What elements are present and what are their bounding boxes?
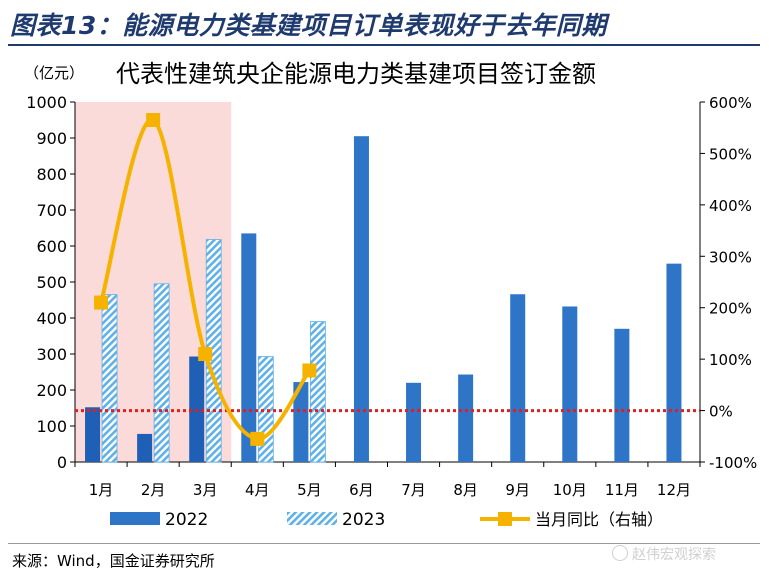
legend-swatch-2023 xyxy=(287,512,337,525)
x-tick-label: 4月 xyxy=(245,481,270,499)
yoy-marker xyxy=(302,363,317,378)
legend-label-2022: 2022 xyxy=(165,510,208,530)
y-tick-label: 700 xyxy=(36,201,67,220)
wechat-icon xyxy=(612,545,628,561)
bar-2022 xyxy=(353,136,369,462)
highlight-band xyxy=(75,102,232,462)
bar-2023 xyxy=(101,294,118,463)
yoy-marker xyxy=(146,113,161,127)
y-tick-label: 100 xyxy=(36,417,67,436)
legend-label-2023: 2023 xyxy=(342,510,385,530)
x-tick-label: 11月 xyxy=(605,481,639,499)
x-tick-label: 1月 xyxy=(89,481,114,499)
legend: 2022 2023 当月同比（右轴） xyxy=(110,510,663,530)
bar-2022 xyxy=(137,433,153,462)
bar-2022 xyxy=(293,382,309,462)
x-tick-label: 9月 xyxy=(505,481,530,499)
x-tick-label: 5月 xyxy=(297,481,322,499)
legend-swatch-2022 xyxy=(110,512,160,525)
bar-2022 xyxy=(510,294,526,462)
source-rule xyxy=(8,543,760,544)
y2-tick-label: 200% xyxy=(709,300,752,318)
y2-tick-label: 300% xyxy=(709,248,752,266)
x-tick-label: 7月 xyxy=(401,481,426,499)
yoy-line-layer xyxy=(94,113,317,446)
legend-label-yoy: 当月同比（右轴） xyxy=(535,510,663,529)
y2-tick-label: 0% xyxy=(709,403,733,421)
x-tick-label: 6月 xyxy=(349,481,374,499)
chart: 代表性建筑央企能源电力类基建项目签订金额 （亿元） 0 100 200 300 400 5… xyxy=(24,60,757,530)
yoy-marker xyxy=(94,295,109,310)
y2-tick-label: 600% xyxy=(709,94,752,112)
tick-labels-layer: 0 100 200 300 400 500 600 700 800 900 1000 -100% 0% 1… xyxy=(26,93,757,499)
y-tick-label: 300 xyxy=(36,345,67,364)
chart-title: 代表性建筑央企能源电力类基建项目签订金额 xyxy=(116,60,596,88)
x-tick-label: 10月 xyxy=(553,481,587,499)
x-tick-label: 12月 xyxy=(657,481,691,499)
y2-tick-label: -100% xyxy=(709,454,757,472)
yoy-marker xyxy=(250,431,265,446)
y-tick-label: 1000 xyxy=(26,93,67,112)
y-tick-label: 200 xyxy=(36,381,67,400)
y2-tick-label: 100% xyxy=(709,351,752,369)
bar-2022 xyxy=(562,306,578,462)
bars-layer xyxy=(85,136,682,463)
highlight-band-layer xyxy=(75,102,232,462)
bar-2022 xyxy=(406,382,422,462)
x-tick-label: 2月 xyxy=(141,481,166,499)
bar-2022 xyxy=(614,328,630,462)
yoy-marker xyxy=(198,347,213,361)
bar-2023 xyxy=(257,356,274,463)
bar-2022 xyxy=(85,407,101,462)
axes-layer xyxy=(70,101,705,467)
source-note: 来源：Wind，国金证券研究所 xyxy=(12,552,215,570)
bar-2023 xyxy=(153,283,170,463)
legend-swatch-marker xyxy=(498,512,512,526)
y-axis-label: （亿元） xyxy=(24,64,84,82)
bar-2022 xyxy=(458,374,474,462)
x-tick-label: 3月 xyxy=(193,481,218,499)
figure-title: 图表13：能源电力类基建项目订单表现好于去年同期 xyxy=(10,11,607,40)
watermark-text: 赵伟宏观探索 xyxy=(632,547,716,563)
bar-2022 xyxy=(241,233,257,462)
y-tick-label: 400 xyxy=(36,309,67,328)
y2-tick-label: 500% xyxy=(709,145,752,163)
y-tick-label: 900 xyxy=(36,129,67,148)
y-tick-label: 0 xyxy=(57,453,67,472)
watermark: 赵伟宏观探索 xyxy=(612,544,716,564)
y-tick-label: 500 xyxy=(36,273,67,292)
y-tick-label: 800 xyxy=(36,165,67,184)
y2-tick-label: 400% xyxy=(709,197,752,215)
y-tick-label: 600 xyxy=(36,237,67,256)
x-tick-label: 8月 xyxy=(453,481,478,499)
title-rule xyxy=(8,44,760,46)
bar-2022 xyxy=(666,263,682,462)
bar-2023 xyxy=(309,321,326,463)
